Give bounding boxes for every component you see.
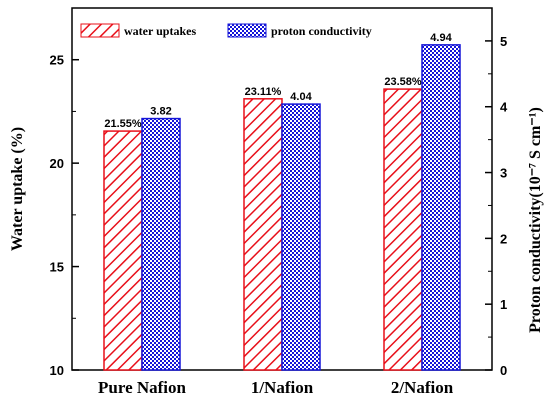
y-left-tick-label: 10 — [50, 363, 64, 378]
y-right-tick-label: 1 — [500, 297, 507, 312]
bar-water-uptakes-pure-nafion — [103, 130, 143, 371]
legend-label-water-uptakes: water uptakes — [124, 24, 196, 38]
legend-label-proton-conductivity: proton conductivity — [271, 24, 372, 38]
x-tick-label: 2/Nafion — [391, 378, 454, 397]
legend-swatch-water-uptakes — [80, 23, 120, 38]
y-left-tick-label: 25 — [50, 53, 64, 68]
y-right-tick-label: 4 — [500, 100, 508, 115]
y-left-tick-label: 20 — [50, 156, 64, 171]
x-tick-label: Pure Nafion — [98, 378, 187, 397]
y-right-tick-label: 2 — [500, 231, 507, 246]
y-axis-right-title: Proton conductivity(10⁻⁷ S cm⁻¹) — [527, 107, 544, 333]
y-left-tick-label: 15 — [50, 260, 64, 275]
y-right-tick-label: 3 — [500, 166, 507, 181]
data-label-proton-conductivity: 3.82 — [150, 106, 171, 118]
legend: water uptakes proton conductivity — [80, 23, 372, 38]
y-right-tick-label: 0 — [500, 363, 507, 378]
y-right-tick-label: 5 — [500, 34, 507, 49]
bar-water-uptakes-2-nafion — [383, 88, 423, 371]
bar-proton-conductivity-pure-nafion — [141, 117, 181, 371]
bar-proton-conductivity-1-nafion — [281, 103, 321, 371]
data-label-water-uptakes: 23.58% — [384, 76, 422, 88]
legend-swatch-proton-conductivity — [227, 23, 267, 38]
data-label-water-uptakes: 23.11% — [245, 86, 282, 98]
bar-proton-conductivity-2-nafion — [421, 44, 461, 371]
x-tick-label: 1/Nafion — [251, 378, 314, 397]
data-label-water-uptakes: 21.55% — [104, 118, 142, 130]
bar-water-uptakes-1-nafion — [243, 98, 283, 371]
data-label-proton-conductivity: 4.94 — [430, 32, 452, 44]
y-axis-left-title: Water uptake (%) — [9, 127, 26, 251]
data-label-proton-conductivity: 4.04 — [290, 91, 312, 103]
